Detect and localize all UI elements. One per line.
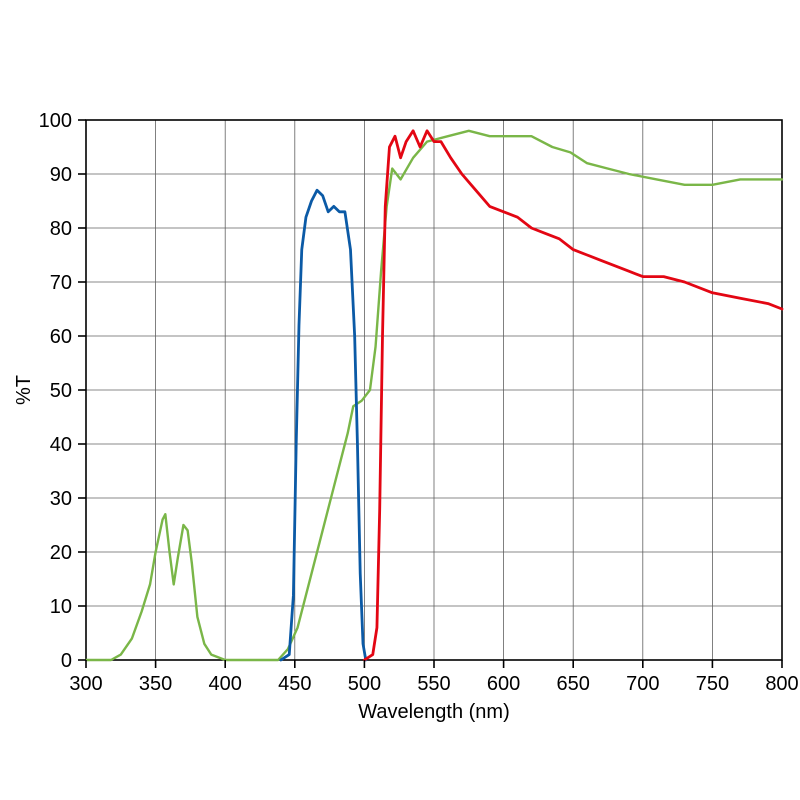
- x-tick-label: 700: [626, 673, 659, 695]
- x-tick-label: 500: [348, 673, 381, 695]
- y-tick-label: 30: [50, 488, 72, 510]
- x-tick-label: 650: [557, 673, 590, 695]
- x-tick-label: 300: [69, 673, 102, 695]
- x-axis-label: Wavelength (nm): [358, 701, 510, 723]
- y-tick-label: 90: [50, 164, 72, 186]
- x-tick-label: 750: [696, 673, 729, 695]
- y-tick-label: 20: [50, 542, 72, 564]
- x-tick-label: 600: [487, 673, 520, 695]
- x-tick-label: 400: [209, 673, 242, 695]
- y-tick-label: 100: [39, 110, 72, 132]
- y-tick-label: 50: [50, 380, 72, 402]
- x-tick-label: 450: [278, 673, 311, 695]
- y-tick-label: 60: [50, 326, 72, 348]
- y-axis-label: %T: [13, 375, 35, 405]
- y-tick-label: 0: [61, 650, 72, 672]
- x-tick-label: 350: [139, 673, 172, 695]
- y-tick-label: 80: [50, 218, 72, 240]
- y-tick-label: 40: [50, 434, 72, 456]
- y-tick-label: 10: [50, 596, 72, 618]
- x-tick-label: 550: [417, 673, 450, 695]
- x-tick-label: 800: [765, 673, 798, 695]
- y-tick-label: 70: [50, 272, 72, 294]
- spectral-chart: 300 350 400 450 500 550 600 650 700 750 800 0 10 20 30…: [0, 0, 800, 800]
